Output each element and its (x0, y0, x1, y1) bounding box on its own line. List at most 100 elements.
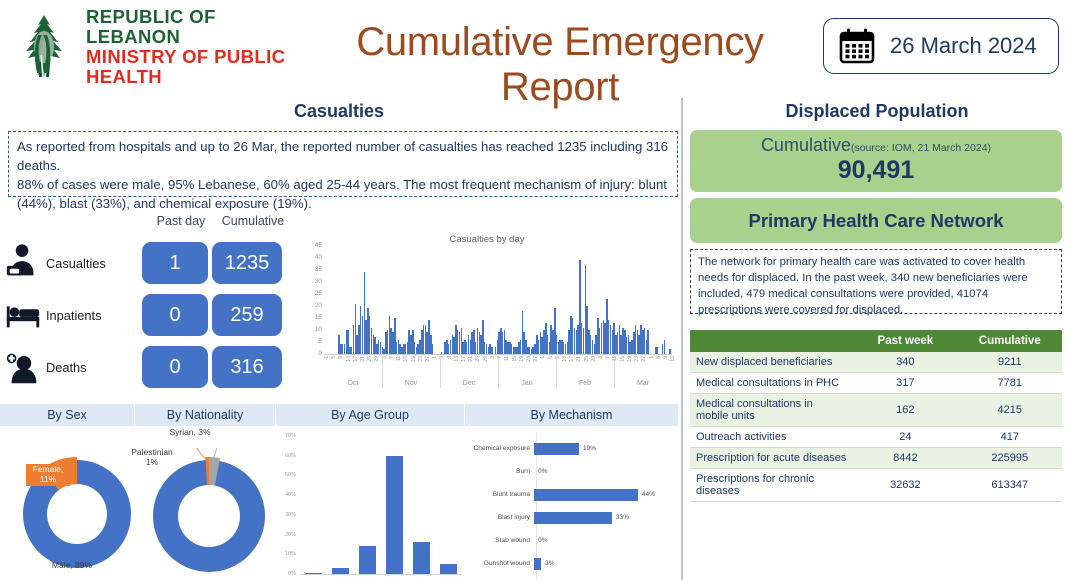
day-bar (606, 298, 608, 354)
age-y-tick-label: 10% (284, 551, 296, 558)
cumulative-source: (source: IOM, 21 March 2024) (850, 142, 992, 154)
mechanism-value: 44% (641, 491, 656, 498)
kpi-row-deaths: Deaths 0 316 (0, 342, 292, 392)
table-cell-cumulative: 9211 (957, 352, 1062, 373)
day-bar (431, 344, 434, 354)
age-group-bar (332, 568, 349, 574)
mechanism-label: Burn (516, 468, 530, 475)
day-bar (523, 332, 525, 354)
x-tick-label: 13 (453, 356, 460, 362)
mechanism-row: Gunshot wound 3% (468, 553, 680, 574)
page-title: Cumulative Emergency Report (356, 20, 764, 109)
day-bar (455, 325, 457, 354)
band-by-nationality: By Nationality (166, 408, 244, 422)
day-bar (376, 344, 378, 354)
day-bar (356, 334, 358, 354)
x-tick-label: 5 (547, 356, 554, 359)
ministry-logo-text: REPUBLIC OF LEBANON MINISTRY OF PUBLIC H… (86, 7, 290, 87)
nationality-label-syrian: Syrian, 3% (169, 427, 211, 437)
day-bar (410, 334, 412, 354)
day-bar (500, 327, 502, 354)
mechanism-label: Chemical exposure (473, 445, 530, 452)
casualties-kpi-block: Past day Cumulative Casualties 1 1235 (0, 214, 292, 400)
day-bar (638, 334, 640, 354)
day-bar (613, 322, 615, 354)
day-bar (372, 334, 375, 354)
day-bar (368, 315, 371, 354)
day-bar (505, 339, 507, 354)
displaced-cumulative-box: Cumulative(source: IOM, 21 March 2024) 9… (690, 130, 1062, 192)
x-tick-label: 13 (562, 356, 568, 362)
kpi-label-casualties: Casualties (46, 255, 106, 271)
day-bar (528, 346, 531, 354)
day-bar (480, 334, 482, 354)
panel-divider (681, 98, 683, 580)
logo-line-2: MINISTRY OF PUBLIC HEALTH (86, 46, 286, 87)
phc-network-title: Primary Health Care Network (748, 210, 1004, 231)
logo-line-1: REPUBLIC OF LEBANON (86, 6, 216, 48)
day-bar (636, 330, 639, 354)
month-label: Dec (462, 380, 476, 387)
phc-table-header-row: Past week Cumulative (690, 330, 1062, 352)
day-bar (607, 320, 610, 354)
day-bar (340, 344, 342, 354)
day-bar (627, 334, 630, 354)
day-bar (386, 330, 389, 354)
day-bar (482, 320, 484, 354)
table-cell-cumulative: 7781 (957, 372, 1062, 394)
day-bar (554, 308, 556, 354)
day-bar (456, 330, 459, 354)
casualties-by-day-plot (324, 246, 672, 354)
x-tick-label: 15 (511, 356, 518, 362)
table-cell-cumulative: 613347 (957, 468, 1062, 502)
day-bar (579, 260, 581, 354)
day-bar (562, 342, 565, 354)
day-bar (589, 334, 592, 354)
table-row: Prescription for acute diseases 8442 22599… (690, 447, 1062, 469)
day-bar (498, 332, 500, 354)
sex-label-male: Male, 89% (51, 560, 93, 570)
kpi-col-cumulative: Cumulative (221, 214, 285, 228)
day-bar (537, 339, 540, 354)
day-bar (478, 332, 481, 354)
day-bar (598, 327, 601, 354)
displaced-section-title: Displaced Population (785, 101, 969, 121)
casualties-by-day-title: Casualties by day (449, 234, 525, 245)
day-bar (421, 330, 423, 354)
x-tick-label: 25 (475, 356, 482, 362)
day-bar (588, 330, 590, 354)
displaced-cumulative-heading: Cumulative(source: IOM, 21 March 2024) (690, 135, 1062, 156)
day-bar (624, 330, 626, 354)
x-tick-label: 21 (360, 356, 367, 362)
day-bar (361, 315, 364, 354)
age-y-tick-label: 50% (284, 472, 296, 479)
day-bar (403, 344, 405, 354)
day-bar (408, 330, 410, 354)
x-tick-label: 5 (655, 356, 662, 359)
x-tick-label: 23 (634, 356, 641, 362)
page-header: REPUBLIC OF LEBANON MINISTRY OF PUBLIC H… (0, 0, 1068, 109)
x-tick-label: 3 (598, 356, 605, 359)
day-bar (654, 346, 657, 354)
day-bar (512, 346, 515, 354)
age-y-tick-label: 0% (288, 571, 296, 577)
x-tick-label: 21 (468, 356, 475, 362)
day-bar (467, 334, 470, 354)
day-bar (509, 342, 511, 354)
casualties-section-title: Casualties (293, 101, 385, 121)
day-bar (412, 330, 414, 354)
month-label: Nov (404, 380, 418, 387)
day-bar (550, 325, 552, 354)
day-bar (473, 330, 475, 354)
day-bar (474, 342, 477, 354)
day-bar (525, 339, 527, 354)
day-bar (406, 342, 409, 354)
day-bar (640, 325, 642, 354)
day-bar (557, 342, 560, 354)
x-tick-label: 3 (489, 356, 496, 359)
day-bar (575, 330, 578, 354)
day-bar (388, 315, 391, 354)
day-bar (464, 339, 466, 354)
